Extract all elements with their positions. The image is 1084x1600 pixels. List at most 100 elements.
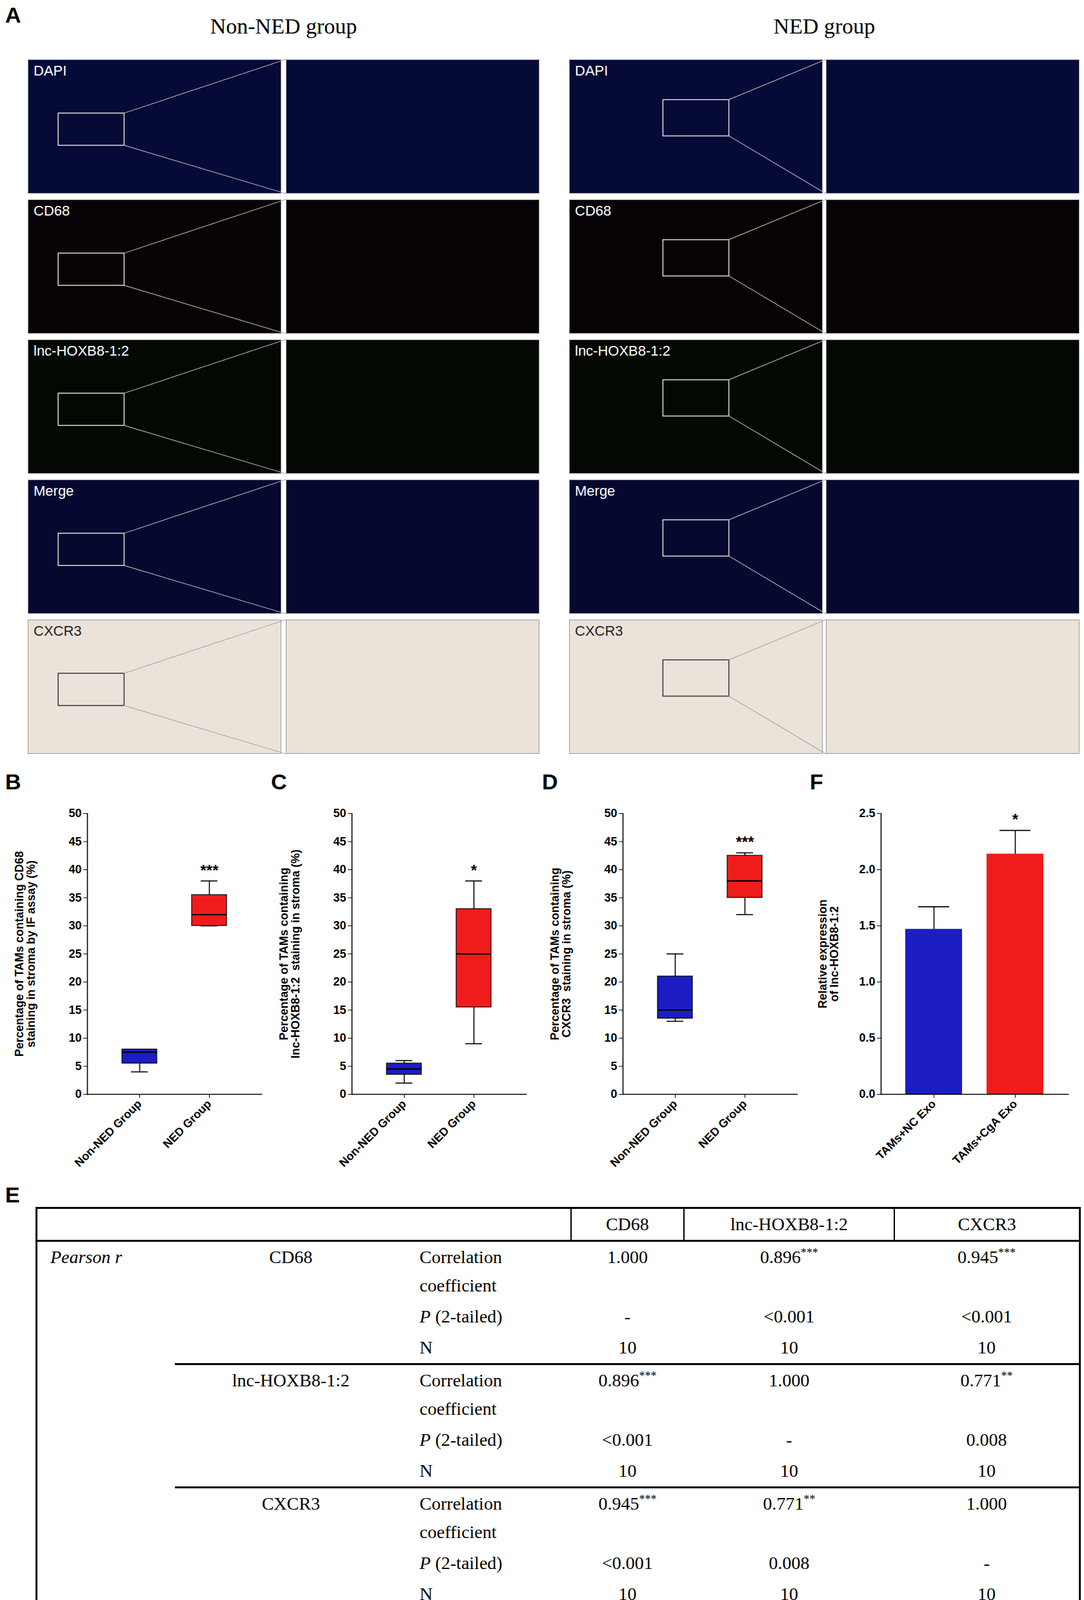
html-text:<0.001: <0.001 <box>961 1305 1012 1326</box>
svg-text:30: 30 <box>332 918 346 932</box>
svg-text:*: * <box>471 861 478 879</box>
html-text:1.000: 1.000 <box>607 1246 648 1267</box>
html-text:P (2-tailed): P (2-tailed) <box>419 1305 503 1326</box>
svg-text:40: 40 <box>603 862 617 876</box>
html-text:<0.001: <0.001 <box>602 1552 653 1573</box>
html-text:lnc-HOXB8-1:2: lnc-HOXB8-1:2 <box>574 342 671 359</box>
html-text:A: A <box>5 2 22 28</box>
svg-text:5: 5 <box>610 1059 617 1073</box>
html-text:Correlation coefficient: Correlation coefficient <box>419 1369 502 1419</box>
html-text:lnc-HOXB8-1:2: lnc-HOXB8-1:2 <box>33 342 130 359</box>
svg-text:15: 15 <box>332 1003 346 1017</box>
html-text:P (2-tailed): P (2-tailed) <box>419 1429 503 1450</box>
svg-text:10: 10 <box>68 1031 82 1044</box>
svg-text:Non-NED Group: Non-NED Group <box>336 1096 410 1170</box>
svg-text:30: 30 <box>68 918 82 932</box>
html-text:<0.001: <0.001 <box>763 1305 815 1326</box>
html-text:0.945***: 0.945*** <box>957 1245 1016 1267</box>
svg-text:NED Group: NED Group <box>160 1096 215 1151</box>
html-text:0.896***: 0.896*** <box>760 1245 819 1267</box>
svg-text:35: 35 <box>332 891 346 904</box>
svg-text:50: 50 <box>68 806 82 820</box>
html-text:10: 10 <box>618 1460 637 1481</box>
html-text:NED group: NED group <box>773 14 876 39</box>
svg-text:20: 20 <box>68 974 82 988</box>
html-text:0.008: 0.008 <box>966 1429 1007 1450</box>
svg-text:40: 40 <box>332 862 346 876</box>
svg-text:0.0: 0.0 <box>858 1087 875 1101</box>
svg-text:TAMs+CgA Exo: TAMs+CgA Exo <box>950 1096 1021 1167</box>
html-text:10: 10 <box>977 1460 996 1481</box>
html-text:Correlation coefficient: Correlation coefficient <box>419 1493 502 1542</box>
svg-text:35: 35 <box>603 891 617 904</box>
html-text:DAPI: DAPI <box>574 62 609 79</box>
svg-text:20: 20 <box>603 974 617 988</box>
svg-text:0: 0 <box>610 1087 617 1101</box>
svg-text:15: 15 <box>68 1003 82 1017</box>
svg-text:0.5: 0.5 <box>858 1031 875 1044</box>
html-text:lnc-HOXB8-1:2: lnc-HOXB8-1:2 <box>730 1213 848 1234</box>
svg-text:5: 5 <box>74 1059 82 1073</box>
html-text:CD68: CD68 <box>33 202 70 219</box>
svg-text:2.0: 2.0 <box>858 862 875 876</box>
html-text:CD68: CD68 <box>605 1213 649 1234</box>
html-text:0.771**: 0.771** <box>762 1492 816 1514</box>
svg-text:45: 45 <box>332 834 346 848</box>
svg-text:40: 40 <box>68 862 82 876</box>
html-text:Pearson r: Pearson r <box>50 1246 123 1267</box>
svg-text:Percentage of TAMs containingl: Percentage of TAMs containinglnc-HOXB8-1… <box>277 849 302 1059</box>
svg-text:0: 0 <box>74 1087 82 1101</box>
svg-text:50: 50 <box>332 806 346 820</box>
html-text:10: 10 <box>977 1336 996 1357</box>
html-text:Merge: Merge <box>33 482 74 499</box>
html-text:CD68: CD68 <box>574 202 612 219</box>
html-text:0.771**: 0.771** <box>960 1369 1013 1390</box>
svg-text:10: 10 <box>603 1031 617 1044</box>
svg-text:1.0: 1.0 <box>858 974 875 988</box>
svg-text:1.5: 1.5 <box>858 918 875 932</box>
svg-text:Non-NED Group: Non-NED Group <box>72 1096 145 1170</box>
svg-text:5: 5 <box>339 1059 346 1073</box>
svg-text:25: 25 <box>332 947 346 961</box>
html-text:1.000: 1.000 <box>966 1493 1007 1514</box>
html-text:10: 10 <box>780 1336 799 1357</box>
svg-text:*: * <box>1012 810 1019 828</box>
svg-text:TAMs+NC Exo: TAMs+NC Exo <box>873 1096 939 1163</box>
svg-text:20: 20 <box>332 974 346 988</box>
svg-text:25: 25 <box>68 947 82 961</box>
html-text:10: 10 <box>618 1336 637 1357</box>
html-text:0.896***: 0.896*** <box>598 1369 657 1390</box>
html-text:CXCR3: CXCR3 <box>261 1493 320 1514</box>
html-text:lnc-HOXB8-1:2: lnc-HOXB8-1:2 <box>232 1369 350 1390</box>
svg-text:0: 0 <box>339 1087 346 1101</box>
svg-text:Non-NED Group: Non-NED Group <box>607 1096 681 1170</box>
svg-text:10: 10 <box>332 1031 346 1044</box>
svg-text:Percentage of TAMs containing: Percentage of TAMs containing CD68staini… <box>12 851 38 1057</box>
html-text:0.945***: 0.945*** <box>598 1492 657 1514</box>
svg-text:Relative expressionof lnc-HOXB: Relative expressionof lnc-HOXB8-1:2 <box>816 898 841 1008</box>
html-text:CD68: CD68 <box>269 1246 313 1267</box>
svg-text:45: 45 <box>603 834 617 848</box>
html-text:CXCR3: CXCR3 <box>957 1213 1017 1234</box>
html-text:<0.001: <0.001 <box>602 1429 653 1450</box>
svg-text:***: *** <box>200 861 219 879</box>
html-text:10: 10 <box>780 1460 799 1481</box>
svg-text:Percentage of TAMs containingC: Percentage of TAMs containingCXCR3 stain… <box>548 867 573 1041</box>
html-text:1.000: 1.000 <box>768 1369 810 1390</box>
html-text:DAPI: DAPI <box>33 62 67 79</box>
html-text:Correlation coefficient: Correlation coefficient <box>419 1246 502 1295</box>
svg-text:2.5: 2.5 <box>858 806 875 820</box>
svg-text:25: 25 <box>603 947 617 961</box>
html-text:P (2-tailed): P (2-tailed) <box>419 1552 503 1573</box>
svg-text:NED Group: NED Group <box>425 1096 479 1151</box>
svg-text:30: 30 <box>603 918 617 932</box>
svg-text:***: *** <box>735 833 755 851</box>
svg-text:35: 35 <box>68 891 82 904</box>
svg-text:15: 15 <box>603 1003 617 1017</box>
html-text:Non-NED group: Non-NED group <box>210 14 358 39</box>
html-text:0.008: 0.008 <box>768 1552 810 1573</box>
svg-text:45: 45 <box>68 834 82 848</box>
svg-text:50: 50 <box>603 806 617 820</box>
html-text:CXCR3: CXCR3 <box>33 622 82 639</box>
svg-text:NED Group: NED Group <box>696 1096 750 1151</box>
